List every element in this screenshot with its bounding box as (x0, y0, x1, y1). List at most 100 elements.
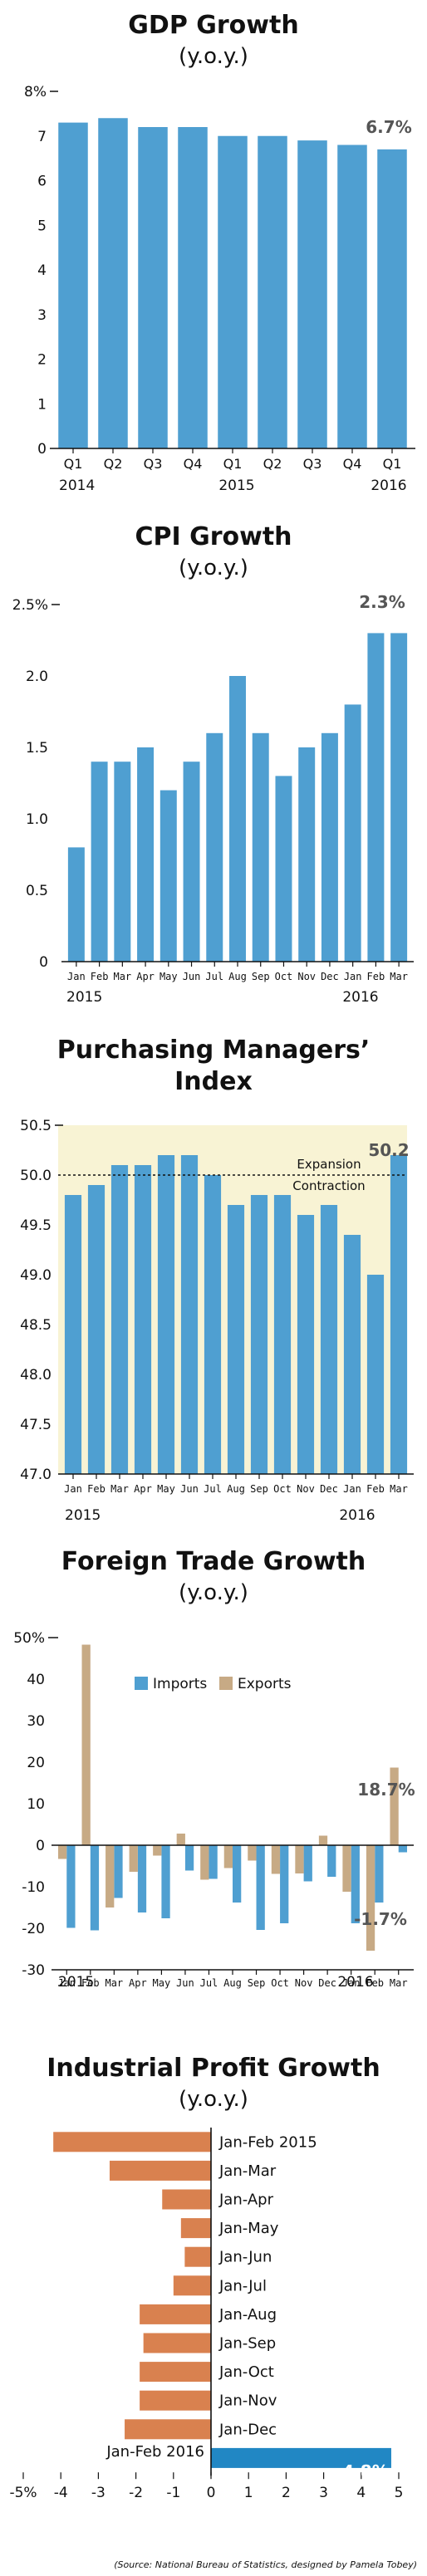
gdp-bar (258, 135, 287, 448)
profit-category-label: Jan-Aug (218, 2306, 277, 2324)
pmi-year-label: 2015 (65, 1507, 101, 1524)
cpi-y-tick: 0 (39, 954, 48, 971)
pmi-y-tick: 50.0 (20, 1168, 52, 1184)
cpi-x-tick-label: Aug (228, 971, 247, 982)
gdp-x-tick-label: Q1 (64, 456, 83, 472)
pmi-title-line2: Index (174, 1067, 253, 1096)
trade-bar-exports (176, 1834, 185, 1845)
trade-x-tick-label: May (153, 1977, 171, 1989)
pmi-y-tick: 49.5 (20, 1217, 52, 1234)
cpi-y-tick: 1.0 (26, 811, 48, 828)
gdp-y-tick: 2 (37, 352, 47, 369)
pmi-y-tick: 48.0 (20, 1367, 52, 1383)
pmi-bar (204, 1175, 222, 1474)
trade-x-tick-label: Mar (390, 1977, 408, 1989)
pmi-x-tick-label: Jan (64, 1483, 82, 1495)
cpi-y-tick: 2.5% (12, 597, 48, 614)
cpi-x-tick-label: Oct (275, 971, 293, 982)
cpi-year-label: 2016 (342, 989, 378, 1006)
cpi-x-tick-label: Sep (252, 971, 270, 982)
pmi-bar (390, 1155, 408, 1474)
profit-bar (180, 2218, 211, 2239)
trade-bar-exports (200, 1845, 209, 1880)
trade-x-tick-label: Aug (223, 1977, 242, 1989)
gdp-y-axis: 8% 7 6 5 4 3 2 1 0 (24, 84, 58, 458)
gdp-bar (377, 149, 407, 448)
profit-x-axis: -5% -4 -3 -2 -1 0 1 2 3 4 5 (9, 2472, 403, 2501)
pmi-x-tick-label: Mar (110, 1483, 129, 1495)
gdp-bar (98, 118, 128, 448)
pmi-bar (227, 1205, 245, 1474)
profit-x-tick-label: -2 (129, 2485, 143, 2501)
profit-bar (140, 2304, 211, 2324)
profit-x-tick-label: 2 (282, 2485, 291, 2501)
gdp-x-tick-label: Q4 (184, 456, 203, 472)
profit-bars: Jan-Feb 2015 Jan-Mar Jan-Apr Jan-May Jan-Jun… (53, 2128, 391, 2476)
gdp-bar (297, 140, 327, 448)
profit-category-label: Jan-Apr (218, 2192, 274, 2209)
profit-x-tick-label: -3 (91, 2485, 106, 2501)
gdp-bar (178, 127, 208, 448)
trade-y-tick: 20 (27, 1755, 45, 1771)
profit-category-label: Jan-Sep (218, 2335, 276, 2353)
cpi-bar (367, 633, 385, 962)
pmi-title: Purchasing Managers’ (57, 1036, 371, 1065)
gdp-x-tick-label: Q2 (263, 456, 282, 472)
trade-bar-exports (81, 1644, 91, 1845)
trade-x-tick-label: Mar (105, 1977, 123, 1989)
trade-bar-imports (303, 1845, 312, 1882)
profit-category-label: Jan-Jun (218, 2249, 272, 2266)
trade-y-axis: 50% 40 30 20 10 0 -10 -20 -30 (13, 1630, 58, 1979)
cpi-bar (183, 762, 200, 962)
profit-category-label: Jan-Feb 2015 (218, 2133, 317, 2151)
pmi-x-tick-label: Feb (366, 1483, 385, 1495)
profit-x-tick-label: 5 (395, 2485, 404, 2501)
trade-bar-imports (375, 1845, 384, 1903)
cpi-x-axis: Jan Feb Mar Apr May Jun Jul Aug Sep Oct Nov Dec Jan F… (67, 962, 408, 982)
legend-swatch-imports (135, 1677, 148, 1690)
profit-category-label: Jan-May (218, 2220, 279, 2237)
profit-category-label: Jan-Mar (218, 2162, 277, 2180)
pmi-bar (180, 1155, 199, 1474)
profit-bar (184, 2246, 211, 2267)
trade-bar-imports (351, 1845, 360, 1923)
foreign-trade-chart: Foreign Trade Growth (y.o.y.) 50%4030201… (13, 1547, 415, 1991)
cpi-bar (275, 776, 292, 962)
trade-callout-imports: -1.7% (354, 1909, 407, 1929)
gdp-bars (50, 118, 415, 449)
pmi-x-tick-label: Aug (227, 1483, 245, 1495)
pmi-x-tick-label: Dec (320, 1483, 338, 1495)
pmi-x-tick-label: Sep (250, 1483, 268, 1495)
pmi-bar (343, 1235, 361, 1474)
trade-bar-imports (209, 1845, 218, 1879)
profit-title: Industrial Profit Growth (47, 2054, 380, 2083)
pmi-expansion-label: Expansion (297, 1157, 361, 1172)
gdp-year-label: 2014 (59, 477, 95, 494)
cpi-bar (206, 732, 223, 962)
pmi-x-tick-label: Oct (273, 1483, 292, 1495)
profit-x-tick-label: -5% (9, 2485, 37, 2501)
trade-bar-exports (153, 1845, 162, 1856)
cpi-bar (390, 633, 408, 962)
cpi-y-tick: 1.5 (26, 740, 48, 757)
profit-bar (140, 2390, 211, 2411)
pmi-bar (64, 1195, 82, 1474)
pmi-y-tick: 47.0 (20, 1467, 52, 1483)
cpi-x-tick-label: May (160, 971, 178, 982)
trade-subtitle: (y.o.y.) (179, 1580, 248, 1605)
gdp-subtitle: (y.o.y.) (179, 44, 248, 69)
cpi-x-tick-label: Mar (113, 971, 131, 982)
trade-bar-exports (106, 1845, 115, 1908)
trade-y-tick: -30 (22, 1962, 45, 1979)
gdp-callout: 6.7% (366, 117, 411, 137)
pmi-bar (320, 1205, 338, 1474)
profit-category-label: Jan-Feb 2016 (106, 2443, 204, 2461)
trade-y-tick: 50% (13, 1630, 45, 1647)
gdp-y-tick: 6 (37, 174, 47, 190)
gdp-y-tick: 5 (37, 218, 47, 234)
trade-bar-exports (271, 1845, 281, 1874)
profit-x-tick-label: 3 (319, 2485, 328, 2501)
gdp-y-tick: 4 (37, 262, 47, 279)
